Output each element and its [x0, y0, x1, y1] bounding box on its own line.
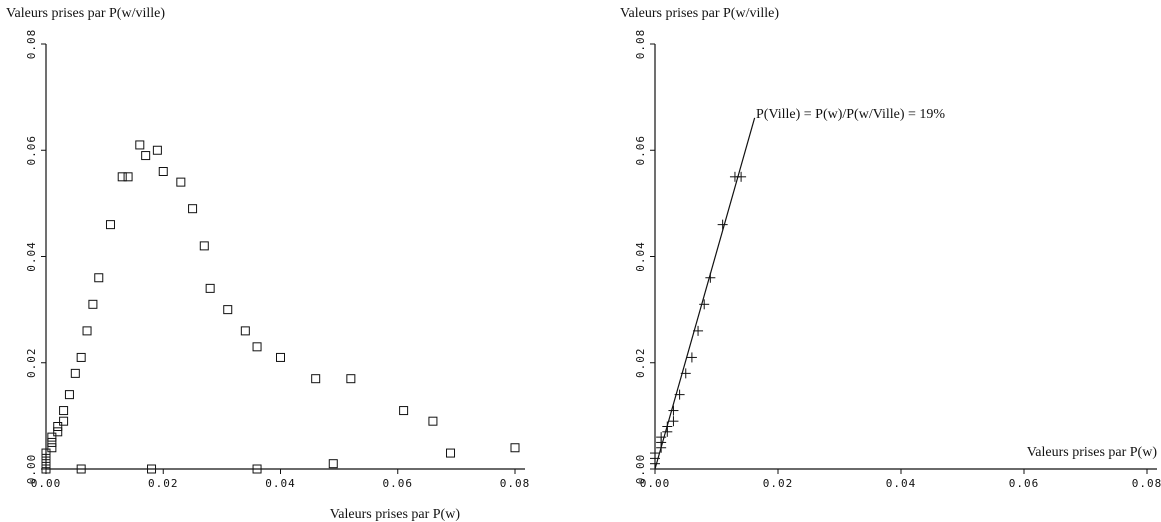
plus-data-point — [693, 325, 704, 336]
square-data-point — [199, 241, 209, 251]
plus-data-point — [699, 299, 710, 310]
square-data-point — [76, 352, 86, 362]
left-y-tick-label: 0.08 — [25, 29, 38, 60]
square-data-point — [399, 406, 409, 416]
square-data-point — [59, 406, 69, 416]
square-data-point — [105, 220, 115, 230]
left-x-tick-label: 0.04 — [265, 477, 296, 490]
left-y-tick-label: 0.02 — [25, 348, 38, 379]
square-data-point — [59, 416, 69, 426]
right-annotation: P(Ville) = P(w)/P(w/Ville) = 19% — [756, 107, 945, 122]
left-x-axis-title: Valeurs prises par P(w) — [330, 507, 461, 522]
square-data-point — [53, 422, 63, 431]
square-data-point — [64, 390, 74, 400]
square-data-point — [88, 299, 98, 309]
right-data-points — [650, 171, 747, 474]
square-data-point — [188, 204, 198, 214]
square-data-point — [47, 437, 57, 447]
right-y-tick-label: 0.02 — [634, 348, 647, 379]
plus-data-point — [674, 389, 685, 400]
left-x-tick-label: 0.06 — [383, 477, 414, 490]
square-data-point — [446, 448, 456, 458]
left-y-tick-label: 0.06 — [25, 135, 38, 166]
plus-data-point — [717, 219, 728, 230]
square-data-point — [158, 167, 168, 176]
square-data-point — [510, 443, 520, 453]
square-data-point — [152, 145, 162, 155]
right-x-tick-label: 0.00 — [640, 477, 671, 490]
square-data-point — [117, 172, 127, 182]
square-data-point — [41, 464, 51, 474]
left-data-points — [41, 140, 520, 474]
square-data-point — [252, 464, 262, 474]
plus-data-point — [736, 171, 747, 182]
plus-data-point — [662, 421, 673, 432]
plus-data-point — [650, 448, 660, 459]
square-data-point — [135, 140, 145, 150]
square-data-point — [53, 427, 63, 437]
right-fit-line — [654, 117, 756, 470]
right-x-tick-label: 0.06 — [1009, 477, 1040, 490]
square-data-point — [205, 283, 215, 293]
plus-data-point — [680, 368, 691, 379]
square-data-point — [94, 273, 104, 283]
plus-data-point — [705, 272, 716, 283]
square-data-point — [252, 342, 262, 352]
right-x-axis-title: Valeurs prises par P(w) — [1027, 445, 1158, 460]
left-ticks: 0.00 0.02 0.04 0.06 0.08 0.00 0.02 0.04 0.06 0.08 — [25, 29, 531, 490]
square-data-point — [147, 464, 157, 474]
square-data-point — [41, 459, 51, 469]
plus-data-point — [656, 432, 667, 443]
right-y-tick-label: 0.04 — [634, 241, 647, 272]
left-x-tick-label: 0.02 — [148, 477, 179, 490]
left-x-tick-label: 0.08 — [500, 477, 531, 490]
square-data-point — [70, 368, 80, 378]
square-data-point — [328, 459, 338, 469]
square-data-point — [41, 448, 51, 458]
left-y-tick-label: 0.04 — [25, 241, 38, 272]
left-y-axis-title: Valeurs prises par P(w/ville) — [6, 6, 165, 21]
left-chart: Valeurs prises par P(w/ville) Valeurs pr… — [6, 6, 531, 522]
right-x-tick-label: 0.02 — [763, 477, 794, 490]
square-data-point — [240, 326, 250, 336]
square-data-point — [428, 416, 438, 426]
square-data-point — [311, 374, 321, 384]
right-y-tick-label: 0.00 — [634, 454, 647, 485]
right-y-tick-label: 0.08 — [634, 29, 647, 60]
square-data-point — [346, 374, 356, 384]
square-data-point — [223, 305, 233, 315]
square-data-point — [123, 172, 133, 182]
square-data-point — [176, 177, 186, 187]
square-data-point — [47, 432, 57, 442]
right-y-axis-title: Valeurs prises par P(w/ville) — [620, 6, 779, 21]
plus-data-point — [668, 405, 679, 416]
right-x-tick-label: 0.04 — [886, 477, 917, 490]
square-data-point — [41, 453, 51, 463]
plus-data-point — [668, 416, 679, 427]
right-y-tick-label: 0.06 — [634, 135, 647, 166]
square-data-point — [141, 151, 151, 161]
square-data-point — [276, 352, 285, 362]
left-y-tick-label: 0.00 — [25, 454, 38, 485]
right-chart: Valeurs prises par P(w/ville) Valeurs pr… — [620, 6, 1161, 490]
square-data-point — [76, 464, 86, 474]
square-data-point — [82, 326, 92, 336]
right-ticks: 0.00 0.02 0.04 0.06 0.08 0.00 0.02 0.04 0.06 0.08 — [634, 29, 1161, 490]
left-x-tick-label: 0.00 — [31, 477, 62, 490]
square-data-point — [47, 443, 57, 453]
right-x-tick-label: 0.08 — [1132, 477, 1161, 490]
plus-data-point — [686, 352, 697, 363]
